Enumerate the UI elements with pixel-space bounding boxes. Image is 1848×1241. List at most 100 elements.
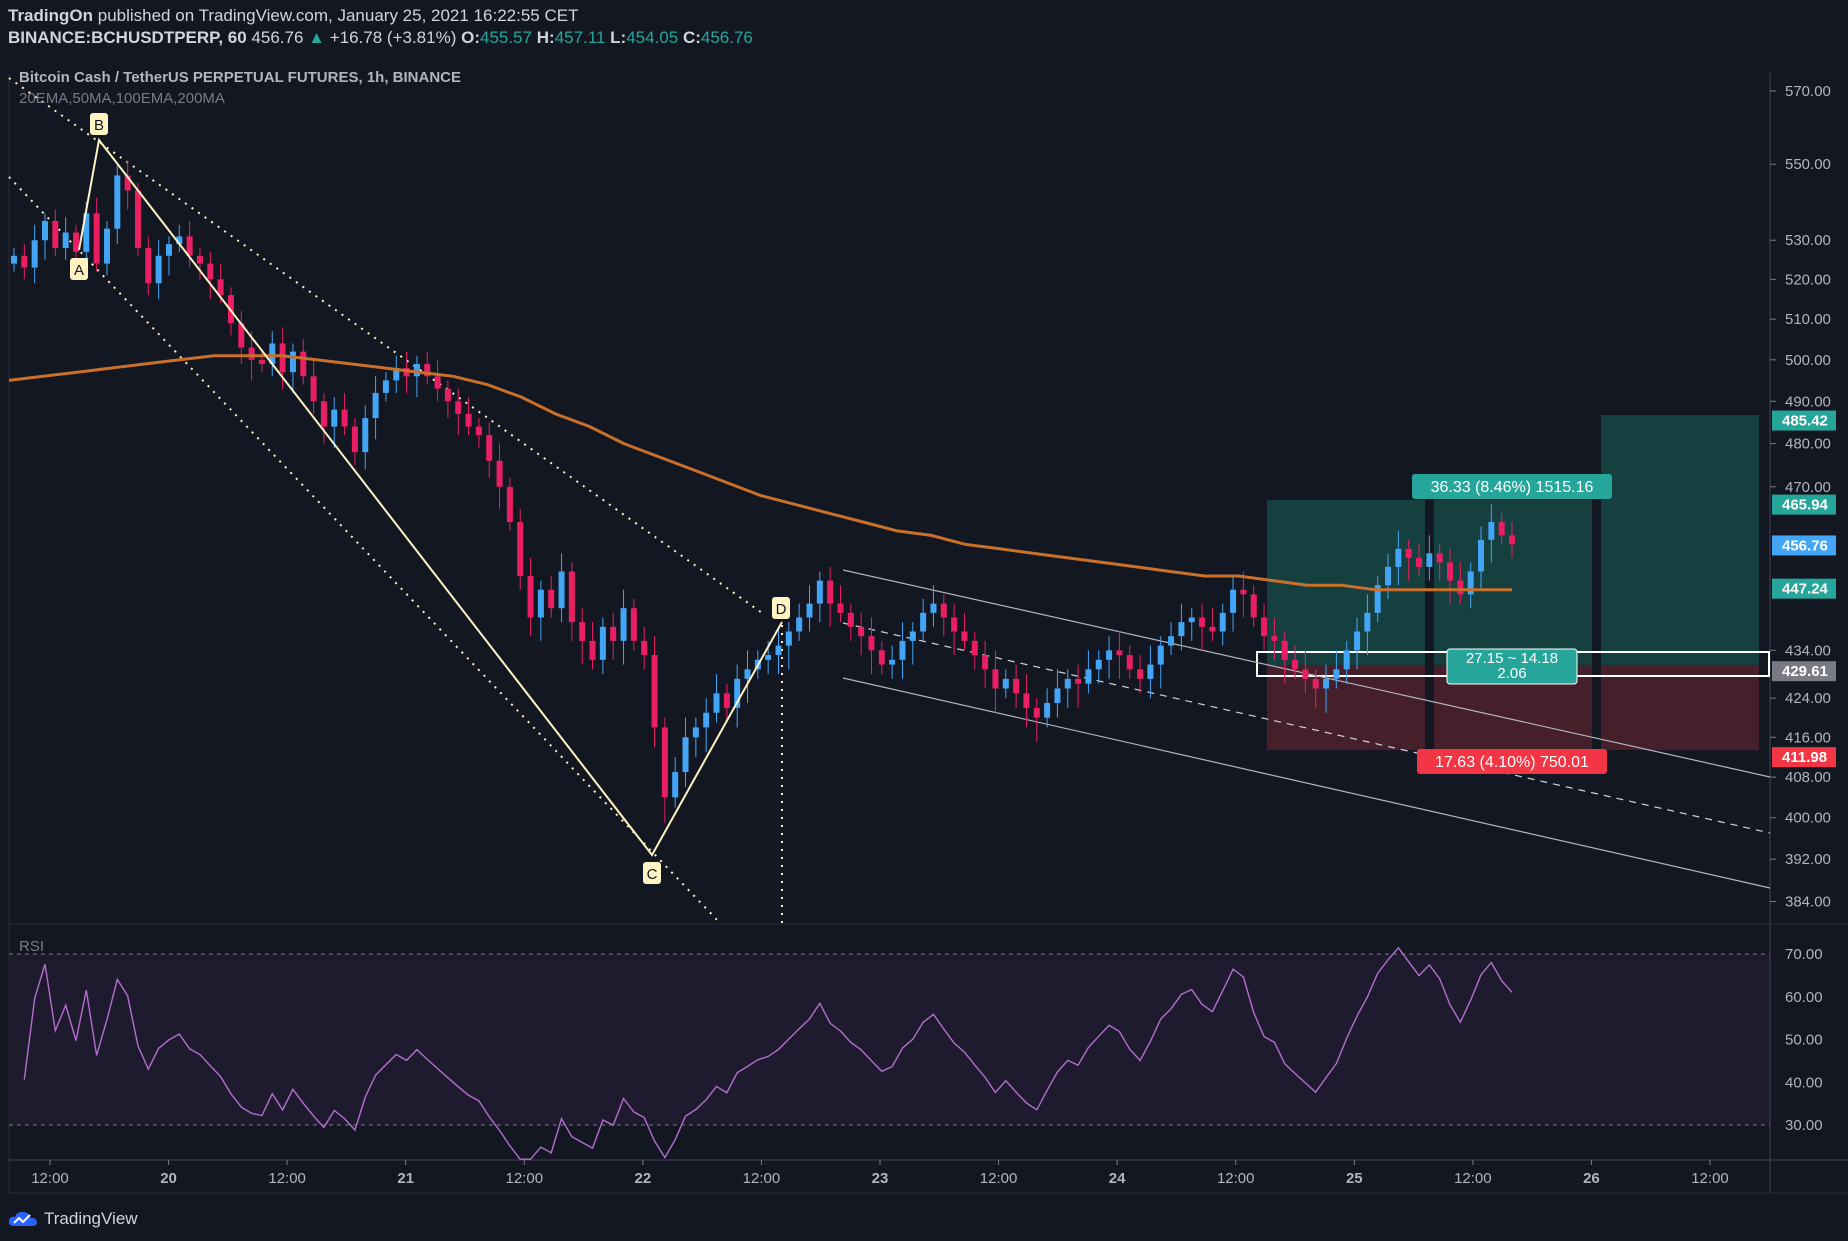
author-name[interactable]: TradingOn [8, 6, 93, 25]
candle-body [1075, 678, 1082, 684]
candle-body [258, 359, 265, 364]
up-arrow-icon: ▲ [308, 28, 325, 47]
high-value: 457.11 [554, 28, 606, 47]
publish-info: published on TradingView.com, January 25… [97, 6, 579, 25]
candle-body [62, 232, 69, 248]
candle-body [1405, 548, 1412, 558]
candle-body [889, 659, 896, 665]
ma-group [8, 354, 1512, 592]
tradingview-logo[interactable]: TradingView [8, 1209, 138, 1229]
low-value: 454.05 [626, 28, 679, 47]
channel2-lower-line [842, 677, 1771, 889]
time-tick-label: 26 [1583, 1170, 1600, 1187]
candle-body [134, 190, 141, 248]
candle-body [827, 580, 834, 604]
price-tag-label: 429.61 [1782, 663, 1828, 680]
candle-body [393, 368, 400, 381]
candle-body [289, 351, 296, 373]
candle-body [1230, 589, 1237, 613]
candle-body [971, 640, 978, 656]
candle-body [1395, 548, 1402, 567]
rsi-tick-label: 60.00 [1785, 989, 1823, 1006]
candle-body [1478, 539, 1485, 572]
price-tags: 485.42 465.94 456.76 447.24 429.61 411.98 [1772, 410, 1836, 768]
candle-body [424, 363, 431, 377]
candle-body [1374, 585, 1381, 613]
candle-body [1312, 678, 1319, 689]
candle-body [630, 608, 637, 641]
candle-body [610, 626, 617, 641]
time-axis[interactable]: 12:00 20 12:00 21 12:00 22 12:00 23 12:00 24 12:00… [31, 1160, 1729, 1187]
candle-body [1240, 589, 1247, 595]
candle-body [579, 622, 586, 641]
point-a-label: A [74, 262, 84, 279]
candle-body [1364, 612, 1371, 632]
time-tick-label: 23 [872, 1170, 889, 1187]
target-zone-right [1601, 415, 1759, 665]
candle-body [238, 323, 245, 348]
rsi-axis[interactable]: 70.00 60.00 50.00 40.00 30.00 [1785, 946, 1823, 1134]
candle-body [1457, 580, 1464, 595]
candle-body [847, 612, 854, 627]
candle-body [909, 631, 916, 641]
time-tick-label: 12:00 [31, 1170, 69, 1187]
stop-zone-right [1601, 665, 1759, 750]
candle-body [1354, 631, 1361, 651]
candle-body [341, 409, 348, 427]
candle-body [1467, 571, 1474, 595]
price-tick-label: 416.00 [1785, 729, 1831, 746]
time-tick-label: 22 [635, 1170, 652, 1187]
channel2-mid-line [842, 622, 1771, 834]
candle-body [1126, 655, 1133, 670]
price-tick-label: 384.00 [1785, 894, 1831, 911]
price-tag-label: 447.24 [1782, 581, 1829, 598]
candle-body [868, 636, 875, 651]
candle-body [703, 712, 710, 728]
candle-body [1416, 557, 1423, 567]
candle-body [1436, 553, 1443, 563]
price-tag-bg [1772, 410, 1836, 431]
candle-body [351, 426, 358, 453]
candle-body [548, 589, 555, 609]
candle-body [155, 255, 162, 284]
candle-body [41, 220, 48, 241]
point-a-marker: A [70, 258, 88, 280]
candle-body [1168, 636, 1175, 646]
candle-body [692, 727, 699, 738]
stop-label: 17.63 (4.10%) 750.01 [1435, 754, 1589, 771]
candle-body [1302, 669, 1309, 679]
candle-body [444, 388, 451, 402]
candle-body [806, 603, 813, 618]
candle-body [1447, 562, 1454, 581]
candle-body [930, 603, 937, 613]
candle-body [31, 240, 38, 268]
price-tag-bg [1772, 747, 1836, 768]
ratio-label-top: 27.15 ~ 14.18 [1466, 650, 1558, 667]
candle-body [641, 640, 648, 656]
stop-label-box: 17.63 (4.10%) 750.01 [1417, 749, 1607, 774]
candle-body [568, 571, 575, 623]
time-tick-label: 12:00 [980, 1170, 1018, 1187]
price-tick-label: 570.00 [1785, 83, 1831, 100]
symbol-name[interactable]: BINANCE:BCHUSDTPERP, 60 [8, 28, 247, 47]
candle-body [1261, 617, 1268, 637]
candle-body [837, 603, 844, 613]
point-c-label: C [647, 866, 658, 883]
symbol-line: BINANCE:BCHUSDTPERP, 60 456.76 ▲ +16.78 … [8, 28, 753, 48]
rsi-line [23, 946, 1513, 1160]
price-tag-label: 465.94 [1782, 497, 1829, 514]
candle-body [300, 351, 307, 377]
candle-body [982, 655, 989, 670]
price-tag-bg [1772, 494, 1836, 515]
candle-body [775, 645, 782, 656]
candle-body [496, 460, 503, 487]
price-tick-label: 530.00 [1785, 232, 1831, 249]
candle-body [11, 255, 17, 264]
candle-body [517, 522, 524, 577]
price-axis[interactable]: 570.00 550.00 530.00 520.00 510.00 500.00 490.… [1770, 83, 1831, 911]
candle-body [1157, 645, 1164, 665]
candle-body [1116, 650, 1123, 656]
candle-body [165, 244, 172, 256]
point-c-marker: C [643, 862, 661, 884]
candle-body [672, 772, 679, 798]
